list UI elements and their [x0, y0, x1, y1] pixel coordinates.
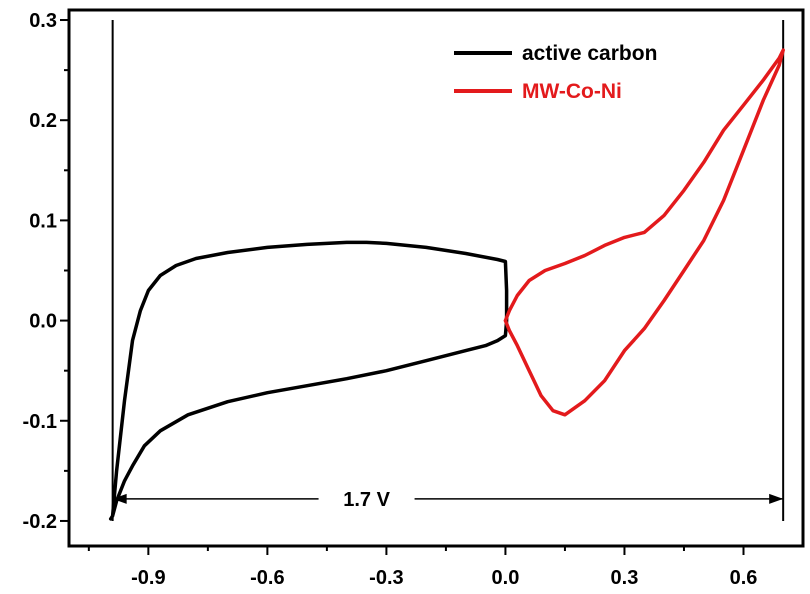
- y-axis-tick-labels: -0.2 -0.1 0.0 0.1 0.2 0.3: [23, 10, 57, 533]
- arrowhead-left: [112, 493, 127, 504]
- voltage-window-label: 1.7 V: [343, 489, 390, 511]
- plot-frame: [67, 8, 805, 548]
- y-tick-label: 0.2: [29, 110, 57, 132]
- x-tick-label: 0.6: [730, 567, 758, 589]
- x-tick-label: -0.3: [369, 567, 403, 589]
- x-tick-label: -0.6: [250, 567, 284, 589]
- arrowhead-right: [769, 493, 784, 504]
- y-tick-label: -0.2: [23, 511, 57, 533]
- x-tick-label: 0.3: [611, 567, 639, 589]
- legend: active carbon MW-Co-Ni: [454, 42, 657, 103]
- y-tick-label: 0.3: [29, 10, 57, 32]
- y-tick-label: 0.0: [29, 311, 57, 333]
- y-tick-label: 0.1: [29, 210, 57, 232]
- y-tick-label: -0.1: [23, 411, 57, 433]
- series-line-mw-co-ni: [503, 48, 785, 417]
- series-line-active-carbon: [108, 240, 509, 521]
- x-tick-label: 0.0: [492, 567, 520, 589]
- legend-label-active-carbon: active carbon: [522, 42, 657, 65]
- y-axis-ticks: [60, 19, 69, 522]
- x-tick-label: -0.9: [131, 567, 165, 589]
- x-axis-ticks: [87, 546, 745, 555]
- annotation-layer: 1.7 V: [112, 489, 784, 511]
- legend-label-mw-co-ni: MW-Co-Ni: [522, 80, 622, 103]
- x-axis-tick-labels: -0.9 -0.6 -0.3 0.0 0.3 0.6: [131, 567, 757, 589]
- series-layer: [108, 48, 785, 521]
- potential-window-limits: [111, 20, 785, 521]
